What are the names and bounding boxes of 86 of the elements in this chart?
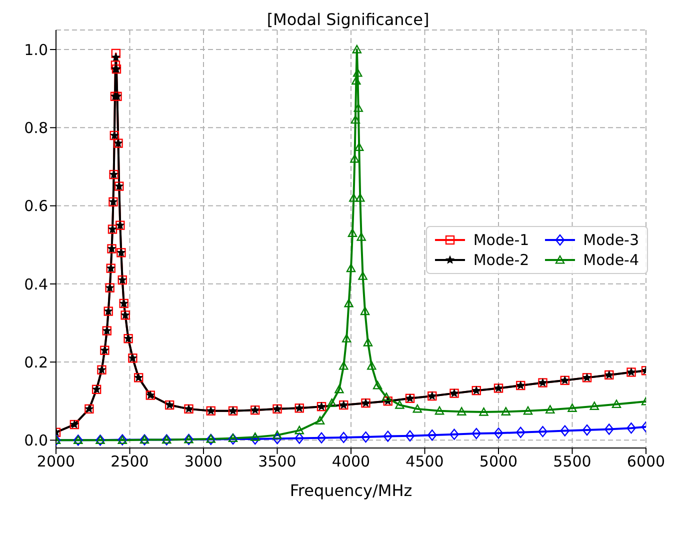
x-tick-label: 3000 (184, 452, 223, 471)
point (472, 428, 481, 440)
point (382, 392, 391, 402)
point (450, 428, 459, 440)
x-tick-label: 3500 (258, 452, 296, 471)
x-tick-label: 5500 (553, 452, 592, 471)
point (74, 436, 83, 444)
point (383, 430, 392, 442)
legend-label: Mode-1 (473, 231, 530, 249)
point (604, 424, 614, 435)
point (316, 432, 326, 444)
y-tick-label: 0.0 (24, 432, 48, 450)
point (523, 406, 533, 415)
point (372, 380, 382, 390)
x-tick-label: 4500 (406, 452, 444, 471)
point (582, 424, 592, 436)
legend-label: Mode-3 (583, 231, 639, 249)
point (352, 44, 362, 54)
point (626, 422, 636, 434)
y-tick-label: 1.0 (24, 40, 48, 59)
point (546, 405, 555, 414)
point (339, 432, 348, 444)
point (250, 433, 260, 445)
point (350, 154, 360, 163)
chart-title: [Modal Significance] (266, 10, 430, 29)
point (395, 400, 404, 409)
point (479, 407, 488, 416)
point (112, 53, 120, 61)
point (349, 193, 358, 202)
point (360, 306, 370, 316)
point (568, 404, 577, 412)
point (428, 430, 437, 441)
point (96, 436, 105, 444)
point (228, 433, 238, 445)
point (294, 426, 304, 434)
point (111, 48, 120, 58)
point (350, 115, 360, 124)
y-tick-label: 0.4 (24, 275, 48, 294)
point (354, 142, 364, 151)
point (516, 426, 526, 438)
y-tick-label: 0.2 (24, 353, 48, 372)
point (294, 432, 304, 444)
point (434, 406, 444, 415)
x-tick-label: 4000 (332, 452, 370, 471)
point (353, 68, 362, 77)
point (358, 272, 368, 280)
x-tick-label: 5000 (479, 452, 518, 471)
point (206, 434, 216, 443)
point (352, 76, 361, 85)
point (412, 404, 422, 413)
point (348, 228, 358, 237)
point (494, 428, 504, 439)
point (501, 407, 510, 416)
point (405, 430, 415, 442)
y-tick-label: 0.8 (24, 118, 48, 137)
point (354, 104, 363, 112)
point (110, 60, 120, 70)
point (560, 425, 570, 436)
point (590, 402, 599, 410)
point (206, 434, 216, 446)
point (344, 298, 354, 308)
x-tick-label: 2000 (36, 452, 76, 471)
x-tick-label: 6000 (626, 452, 666, 471)
point (315, 416, 325, 424)
point (457, 407, 466, 416)
point (356, 193, 365, 202)
point (272, 433, 282, 444)
point (334, 384, 344, 394)
legend-label: Mode-2 (473, 251, 530, 269)
point (228, 434, 238, 442)
point (250, 432, 260, 441)
point (356, 232, 366, 241)
point (361, 431, 370, 443)
point (327, 398, 336, 407)
point (346, 264, 356, 272)
point (612, 400, 622, 408)
point (538, 426, 548, 438)
point (339, 361, 348, 370)
point (367, 361, 376, 370)
legend-label: Mode-4 (583, 251, 639, 269)
y-tick-label: 0.6 (24, 197, 48, 216)
point (342, 334, 352, 342)
x-tick-label: 2500 (110, 452, 149, 471)
point (363, 338, 373, 346)
x-axis-title: Frequency/MHz (290, 481, 412, 500)
point (272, 430, 282, 439)
